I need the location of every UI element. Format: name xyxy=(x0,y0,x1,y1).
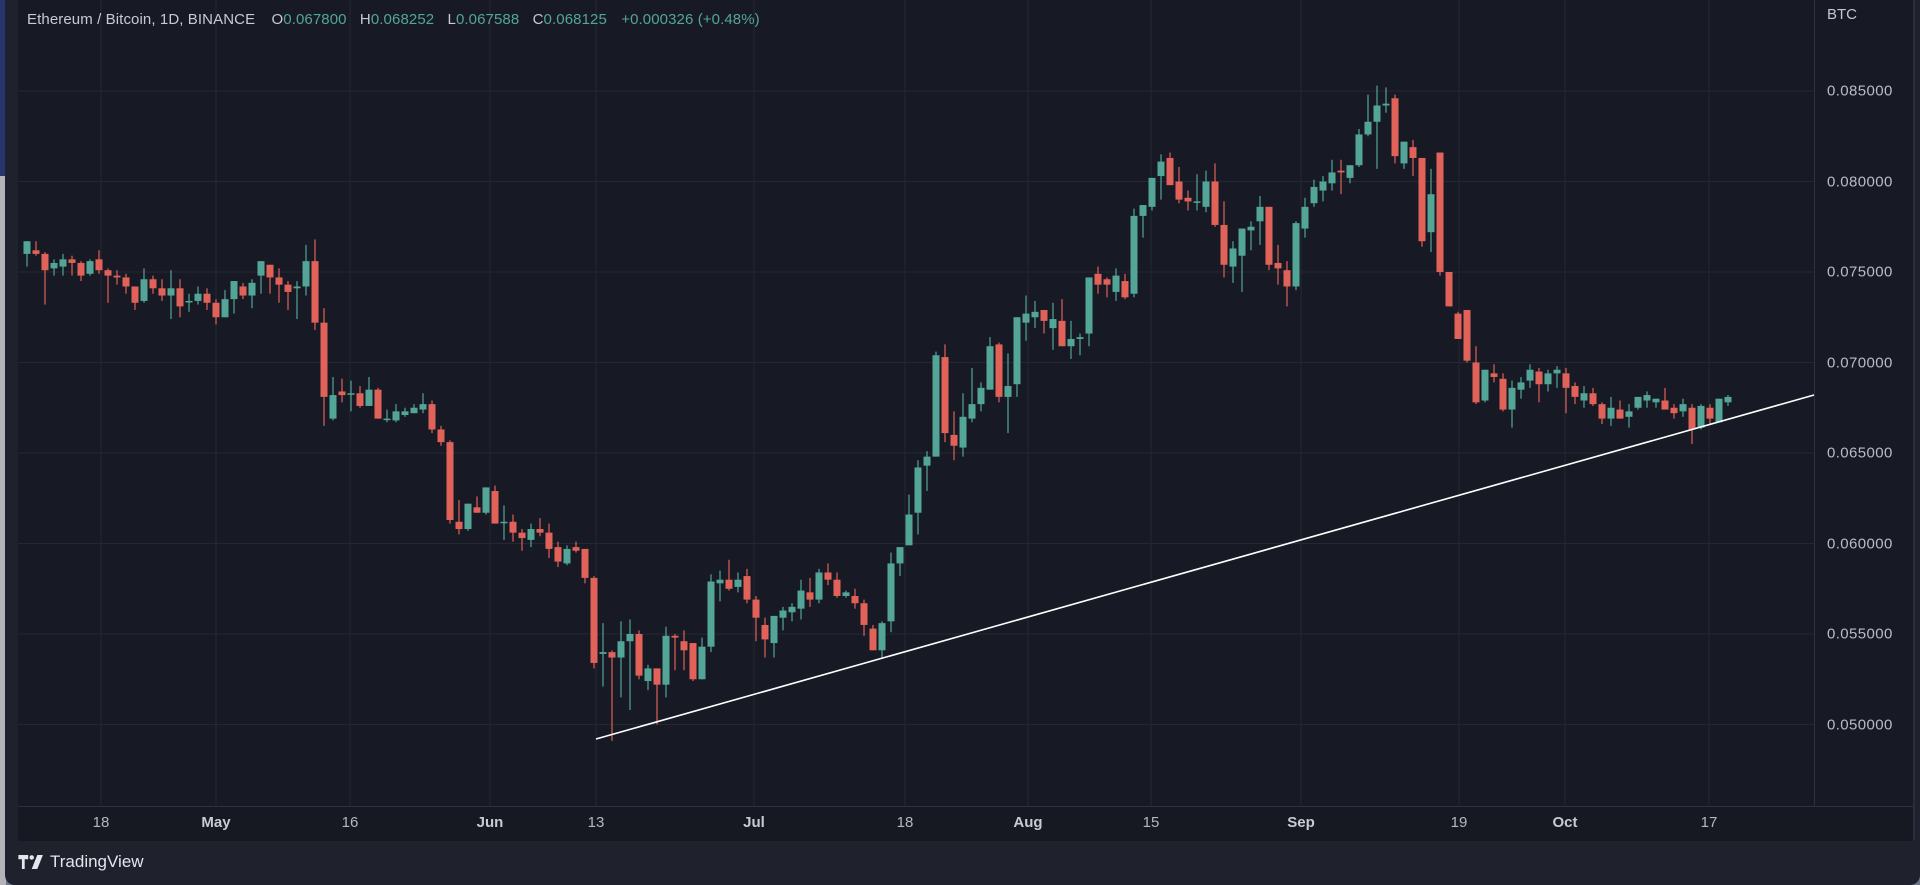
panel-border xyxy=(1913,0,1915,840)
time-axis-label: May xyxy=(201,814,231,831)
price-axis-unit: BTC xyxy=(1827,6,1857,23)
price-axis-label: 0.080000 xyxy=(1827,173,1893,190)
tradingview-branding[interactable]: TradingView xyxy=(18,852,144,872)
price-axis-label: 0.055000 xyxy=(1827,625,1893,643)
tradingview-logo-icon xyxy=(18,855,43,869)
symbol-title[interactable]: Ethereum / Bitcoin, 1D, BINANCE xyxy=(27,11,256,28)
trendline[interactable] xyxy=(595,394,1815,740)
price-axis-label: 0.070000 xyxy=(1827,354,1893,371)
close-value: 0.068125 xyxy=(543,11,607,28)
time-axis-label: 16 xyxy=(341,814,359,831)
time-axis-label: 19 xyxy=(1450,814,1468,831)
high-value: 0.068252 xyxy=(370,11,435,28)
price-axis-label: 0.085000 xyxy=(1827,82,1893,100)
high-key: H xyxy=(359,11,371,28)
price-axis[interactable] xyxy=(1814,0,1914,806)
price-axis-label: 0.050000 xyxy=(1827,716,1893,733)
low-value: 0.067588 xyxy=(455,11,520,28)
grid-lines xyxy=(18,0,1814,806)
time-axis-label: Aug xyxy=(1013,814,1043,831)
time-axis-label: 18 xyxy=(92,814,110,831)
candles xyxy=(23,85,1732,741)
desktop-background-strip xyxy=(0,0,6,885)
time-axis-label: Jun xyxy=(476,814,504,831)
open-key: O xyxy=(271,11,284,28)
time-axis-label: Oct xyxy=(1552,814,1578,831)
price-axis-label: 0.075000 xyxy=(1827,263,1893,281)
price-axis-label: 0.060000 xyxy=(1827,535,1893,552)
time-axis[interactable] xyxy=(18,806,1913,841)
brand-name: TradingView xyxy=(50,852,144,871)
symbol-legend: Ethereum / Bitcoin, 1D, BINANCE O0.06780… xyxy=(27,11,760,28)
price-axis-label: 0.065000 xyxy=(1827,444,1893,462)
time-axis-label: 13 xyxy=(587,814,605,831)
time-axis-label: Jul xyxy=(743,814,765,831)
open-value: 0.067800 xyxy=(283,11,347,28)
time-axis-label: 18 xyxy=(896,814,914,831)
time-axis-label: Sep xyxy=(1287,814,1315,831)
change-value: +0.000326 (+0.48%) xyxy=(621,11,760,28)
low-key: L xyxy=(447,11,456,28)
time-axis-label: 15 xyxy=(1142,814,1160,831)
close-key: C xyxy=(532,11,544,28)
time-axis-label: 17 xyxy=(1700,814,1718,831)
